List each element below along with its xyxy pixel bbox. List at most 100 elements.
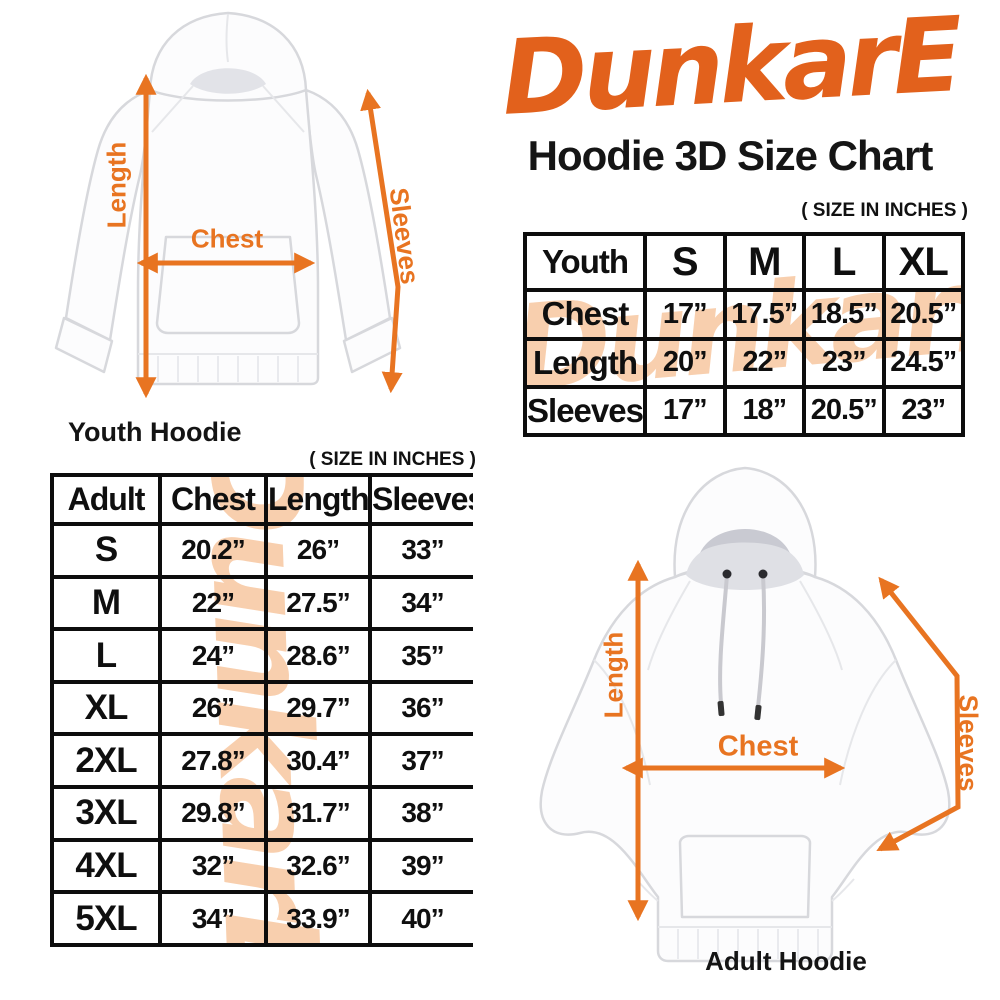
- table-cell: 17”: [643, 288, 727, 341]
- brand-header: DunkarE Hoodie 3D Size Chart: [460, 0, 1000, 200]
- table-row: Length 20” 22” 23” 24.5”: [523, 336, 965, 389]
- table-cell: 27.5”: [264, 574, 372, 632]
- table-header-cell: S: [643, 232, 727, 293]
- table-header-cell: Youth: [523, 232, 647, 293]
- dunkare-logo: DunkarE: [499, 2, 965, 134]
- adult-hood-inner-shadow: [700, 529, 790, 553]
- table-row: L 24” 28.6” 35”: [50, 627, 473, 684]
- table-cell: 20”: [643, 336, 727, 389]
- youth-raglan-left: [151, 85, 194, 133]
- table-cell: 27.8”: [158, 732, 268, 790]
- table-row: 3XL 29.8” 31.7” 38”: [50, 785, 473, 842]
- table-cell: 17”: [643, 384, 727, 437]
- table-row: S 20.2” 26” 33”: [50, 522, 473, 579]
- table-cell: 17.5”: [722, 288, 806, 341]
- table-cell: Chest: [523, 288, 647, 341]
- table-cell: 33.9”: [264, 890, 372, 947]
- table-cell: 2XL: [50, 732, 162, 790]
- table-cell: 29.8”: [158, 785, 268, 842]
- table-header-cell: Sleeves: [368, 473, 473, 527]
- table-header-cell: M: [722, 232, 806, 293]
- youth-hoodie-illustration: [54, 11, 403, 399]
- adult-measure-arrows: [621, 559, 961, 922]
- youth-measure-arrows: [135, 73, 403, 399]
- table-cell: 3XL: [50, 785, 162, 842]
- table-cell: 18”: [722, 384, 806, 437]
- table-cell: 20.5”: [881, 288, 965, 341]
- table-cell: 28.6”: [264, 627, 372, 684]
- table-cell: 20.2”: [158, 522, 268, 579]
- youth-chest-label: Chest: [190, 223, 264, 254]
- youth-hoodie-shape: [54, 11, 402, 386]
- adult-hoodie-illustration: [539, 466, 961, 963]
- table-cell: S: [50, 522, 162, 579]
- table-cell: 30.4”: [264, 732, 372, 790]
- adult-sleeves-arrow: [876, 576, 961, 852]
- table-cell: 40”: [368, 890, 473, 947]
- table-cell: 24”: [158, 627, 268, 684]
- table-cell: 5XL: [50, 890, 162, 947]
- youth-hoodie-figure: Length Chest Sleeves Youth Hoodie: [0, 0, 460, 450]
- adult-hoodie-caption: Adult Hoodie: [705, 946, 867, 976]
- table-cell: 38”: [368, 785, 473, 842]
- table-cell: 31.7”: [264, 785, 372, 842]
- size-note-adult: ( SIZE IN INCHES ): [309, 449, 476, 470]
- table-cell: M: [50, 574, 162, 632]
- youth-hem-ribs: [157, 356, 299, 382]
- table-header-cell: Length: [264, 473, 372, 527]
- adult-hem-ribs: [677, 929, 819, 959]
- table-row: 2XL 27.8” 30.4” 37”: [50, 732, 473, 790]
- adult-chest-label: Chest: [717, 730, 799, 763]
- adult-hood-opening: [686, 539, 804, 590]
- table-cell: 32”: [158, 837, 268, 895]
- youth-size-table: Youth S M L XL Chest 17” 17.5” 18.5” 20.…: [523, 232, 965, 437]
- adult-hoodie-figure: Length Chest Sleeves Adult Hoodie: [490, 455, 1000, 1000]
- table-cell: 26”: [264, 522, 372, 579]
- adult-raglan-right: [799, 580, 843, 671]
- table-cell: Length: [523, 336, 647, 389]
- table-header-cell: L: [802, 232, 886, 293]
- drawstring-aglet: [754, 704, 762, 721]
- adult-size-table-section: DunkarE Adult Chest Length Sleeves S 20.…: [50, 473, 473, 947]
- table-cell: 33”: [368, 522, 473, 579]
- adult-pocket: [678, 834, 812, 919]
- adult-drawstrings: [717, 569, 768, 721]
- table-row: Adult Chest Length Sleeves: [50, 473, 473, 527]
- page-title: Hoodie 3D Size Chart: [527, 132, 934, 179]
- youth-length-label: Length: [101, 141, 132, 229]
- table-cell: 32.6”: [264, 837, 372, 895]
- table-cell: 35”: [368, 627, 473, 684]
- drawstring-aglet: [717, 700, 725, 717]
- table-row: XL 26” 29.7” 36”: [50, 679, 473, 737]
- table-row: Youth S M L XL: [523, 232, 965, 293]
- table-cell: 23”: [802, 336, 886, 389]
- drawstring-eyelet: [722, 569, 732, 579]
- youth-hood-fold: [225, 13, 229, 63]
- table-header-cell: Adult: [50, 473, 162, 527]
- table-row: Sleeves 17” 18” 20.5” 23”: [523, 384, 965, 437]
- table-cell: 34”: [368, 574, 473, 632]
- table-cell: 18.5”: [802, 288, 886, 341]
- table-cell: 22”: [722, 336, 806, 389]
- adult-sleeves-label: Sleeves: [953, 694, 984, 792]
- table-cell: 34”: [158, 890, 268, 947]
- table-cell: 26”: [158, 679, 268, 737]
- youth-size-table-section: DunkarE Youth S M L XL Chest 17” 17.5” 1…: [523, 232, 965, 437]
- adult-size-table: Adult Chest Length Sleeves S 20.2” 26” 3…: [50, 473, 473, 947]
- drawstring-eyelet: [758, 569, 768, 579]
- table-header-cell: Chest: [158, 473, 268, 527]
- table-header-cell: XL: [881, 232, 965, 293]
- youth-hood-opening: [190, 68, 266, 94]
- table-cell: 4XL: [50, 837, 162, 895]
- table-row: 5XL 34” 33.9” 40”: [50, 890, 473, 947]
- table-cell: XL: [50, 679, 162, 737]
- adult-wrist-right: [831, 878, 855, 902]
- table-row: M 22” 27.5” 34”: [50, 574, 473, 632]
- table-cell: 24.5”: [881, 336, 965, 389]
- table-cell: 22”: [158, 574, 268, 632]
- youth-raglan-right: [262, 85, 305, 133]
- table-cell: Sleeves: [523, 384, 647, 437]
- table-cell: L: [50, 627, 162, 684]
- table-cell: 20.5”: [802, 384, 886, 437]
